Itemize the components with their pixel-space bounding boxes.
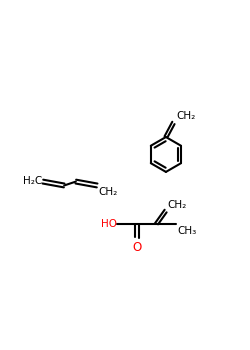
Text: CH₂: CH₂ [168,200,187,210]
Text: H₂C: H₂C [23,176,42,186]
Text: O: O [132,241,141,254]
Text: HO: HO [100,219,116,229]
Text: CH₃: CH₃ [177,226,197,236]
Text: CH₂: CH₂ [98,187,117,197]
Text: CH₂: CH₂ [176,111,195,120]
